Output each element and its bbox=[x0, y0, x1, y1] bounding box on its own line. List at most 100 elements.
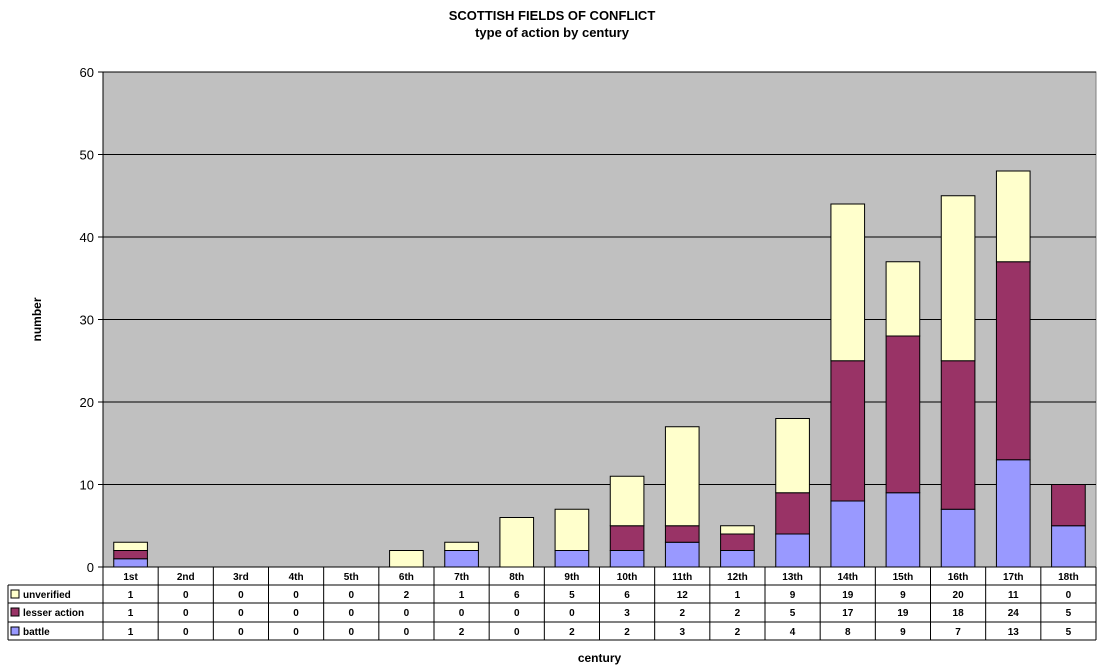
table-cell: 5 bbox=[790, 608, 796, 619]
bar-battle bbox=[995, 459, 1031, 568]
table-cell: 1 bbox=[128, 627, 134, 638]
category-label: 1st bbox=[123, 572, 138, 583]
bars bbox=[113, 170, 1086, 568]
bar-battle bbox=[609, 550, 645, 568]
table-cell: 2 bbox=[735, 627, 741, 638]
table-cell: 9 bbox=[900, 627, 906, 638]
table-cell: 6 bbox=[624, 590, 630, 601]
table-cell: 0 bbox=[514, 627, 520, 638]
bar-battle bbox=[720, 550, 755, 568]
gridlines bbox=[103, 71, 1096, 485]
bar-lesser-action bbox=[1051, 484, 1086, 527]
bar-unverified bbox=[499, 517, 535, 568]
table-cell: 2 bbox=[679, 608, 685, 619]
x-axis-title: century bbox=[578, 651, 622, 665]
bar-lesser-action bbox=[664, 525, 700, 543]
table-cell: 1 bbox=[128, 590, 134, 601]
bar-battle bbox=[554, 550, 590, 568]
category-label: 9th bbox=[564, 572, 579, 583]
category-label: 7th bbox=[454, 572, 469, 583]
table-cell: 19 bbox=[842, 590, 854, 601]
table-cell: 6 bbox=[514, 590, 520, 601]
bar-unverified bbox=[995, 170, 1031, 263]
bar-unverified bbox=[775, 418, 810, 494]
table-cell: 0 bbox=[404, 627, 410, 638]
table-cell: 0 bbox=[459, 608, 465, 619]
table-cell: 0 bbox=[348, 608, 354, 619]
chart-title: SCOTTISH FIELDS OF CONFLICT bbox=[449, 8, 656, 23]
category-label: 4th bbox=[289, 572, 304, 583]
table-cell: 0 bbox=[293, 590, 299, 601]
bar-unverified bbox=[554, 508, 590, 551]
table-cell: 0 bbox=[238, 627, 244, 638]
y-tick-label: 50 bbox=[80, 148, 94, 163]
table-cell: 0 bbox=[183, 608, 189, 619]
category-label: 17th bbox=[1003, 572, 1024, 583]
legend-swatch bbox=[10, 589, 20, 599]
category-label: 2nd bbox=[177, 572, 195, 583]
y-axis: 0 10 20 30 40 50 60 bbox=[80, 65, 104, 575]
bar-unverified bbox=[444, 541, 479, 551]
table-cell: 3 bbox=[624, 608, 630, 619]
bar-unverified bbox=[664, 426, 700, 527]
table-cell: 20 bbox=[953, 590, 965, 601]
bar-lesser-action bbox=[885, 335, 921, 494]
bar-lesser-action bbox=[609, 525, 645, 551]
category-label: 14th bbox=[837, 572, 858, 583]
bar-unverified bbox=[940, 195, 976, 362]
bar-lesser-action bbox=[720, 533, 755, 551]
bar-battle bbox=[775, 533, 810, 568]
table-cell: 2 bbox=[735, 608, 741, 619]
table-cell: 24 bbox=[1008, 608, 1020, 619]
table-cell: 0 bbox=[238, 608, 244, 619]
table-cell: 0 bbox=[183, 627, 189, 638]
table-cell: 0 bbox=[1066, 590, 1072, 601]
table-cell: 0 bbox=[404, 608, 410, 619]
y-axis-title: number bbox=[30, 297, 44, 341]
bar-unverified bbox=[389, 550, 424, 568]
table-cell: 13 bbox=[1008, 627, 1020, 638]
table-cell: 12 bbox=[677, 590, 689, 601]
table-cell: 11 bbox=[1008, 590, 1019, 601]
table-cell: 4 bbox=[790, 627, 796, 638]
table-cell: 19 bbox=[897, 608, 909, 619]
table-cell: 9 bbox=[900, 590, 906, 601]
bar-battle bbox=[1051, 525, 1086, 568]
y-tick-label: 40 bbox=[80, 230, 94, 245]
bar-lesser-action bbox=[113, 550, 148, 560]
table-cell: 0 bbox=[569, 608, 575, 619]
chart-subtitle: type of action by century bbox=[475, 25, 630, 40]
category-label: 10th bbox=[617, 572, 638, 583]
table-cell: 9 bbox=[790, 590, 796, 601]
table-cell: 1 bbox=[459, 590, 465, 601]
table-cell: 5 bbox=[1066, 608, 1072, 619]
table-cell: 0 bbox=[238, 590, 244, 601]
category-label: 3rd bbox=[233, 572, 249, 583]
category-label: 5th bbox=[344, 572, 359, 583]
table-cell: 5 bbox=[1066, 627, 1072, 638]
bar-lesser-action bbox=[830, 360, 866, 502]
category-label: 18th bbox=[1058, 572, 1079, 583]
table-cell: 0 bbox=[183, 590, 189, 601]
bar-battle bbox=[940, 508, 976, 568]
table-cell: 7 bbox=[955, 627, 961, 638]
bar-battle bbox=[664, 541, 700, 568]
category-label: 15th bbox=[893, 572, 914, 583]
y-tick-label: 20 bbox=[80, 395, 94, 410]
table-cell: 1 bbox=[128, 608, 134, 619]
bar-battle bbox=[113, 558, 148, 568]
y-tick-label: 30 bbox=[80, 313, 94, 328]
table-cell: 0 bbox=[348, 627, 354, 638]
bar-unverified bbox=[720, 525, 755, 535]
table-cell: 3 bbox=[679, 627, 685, 638]
table-cell: 5 bbox=[569, 590, 575, 601]
table-cell: 0 bbox=[293, 608, 299, 619]
bar-battle bbox=[885, 492, 921, 568]
data-table: 1st 2nd 3rd 4th 5th 6th 7th 8th 9th 10th 11th 12th 1… bbox=[7, 566, 1097, 641]
table-cell: 0 bbox=[348, 590, 354, 601]
table-cell: 1 bbox=[735, 590, 741, 601]
bar-lesser-action bbox=[940, 360, 976, 510]
legend-label: lesser action bbox=[23, 608, 84, 619]
table-cell: 2 bbox=[569, 627, 575, 638]
